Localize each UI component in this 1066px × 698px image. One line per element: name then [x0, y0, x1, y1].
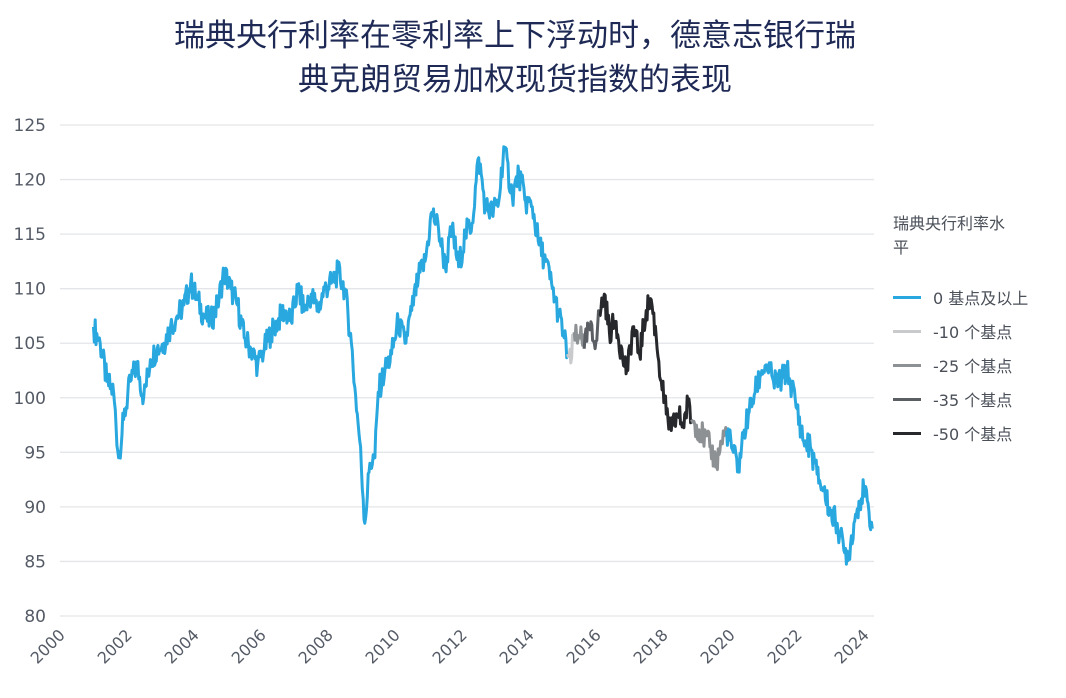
y-tick-label: 105: [14, 334, 46, 354]
legend-item-minus10bp: -10 个基点: [893, 314, 1063, 348]
x-axis-ticks: 2000 2002 2004 2006 2008 2010 2012 2014 2016 2018…: [27, 625, 873, 667]
x-tick-label: 2024: [831, 625, 873, 667]
x-tick-label: 2002: [94, 625, 136, 667]
x-tick-label: 2010: [362, 625, 404, 667]
legend-swatch-minus50bp: [893, 431, 921, 435]
series-line-0: [92, 145, 569, 525]
y-tick-label: 100: [14, 389, 46, 409]
y-tick-label: 110: [14, 280, 46, 300]
series-line-5: [690, 418, 729, 472]
gridlines: [60, 124, 874, 617]
legend-item-minus35bp: -35 个基点: [893, 382, 1063, 416]
x-tick-label: 2014: [496, 625, 538, 667]
legend-item-minus25bp: -25 个基点: [893, 348, 1063, 382]
chart-title: 瑞典央行利率在零利率上下浮动时，德意志银行瑞 典克朗贸易加权现货指数的表现: [80, 14, 950, 102]
legend-item-minus50bp: -50 个基点: [893, 416, 1063, 450]
legend-swatch-minus25bp: [893, 363, 921, 367]
series-line-3: [582, 309, 601, 351]
x-tick-label: 2004: [161, 625, 203, 667]
x-tick-label: 2018: [630, 625, 672, 667]
legend-label-minus50bp: -50 个基点: [933, 425, 1013, 444]
y-tick-label: 95: [24, 443, 46, 463]
x-tick-label: 2012: [429, 625, 471, 667]
legend-label-minus25bp: -25 个基点: [933, 357, 1013, 376]
y-tick-label: 125: [14, 116, 46, 136]
chart-title-line-1: 瑞典央行利率在零利率上下浮动时，德意志银行瑞: [174, 18, 856, 54]
series-line-6: [725, 359, 874, 566]
x-tick-label: 2006: [228, 625, 270, 667]
y-tick-label: 85: [24, 552, 46, 572]
x-tick-label: 2022: [764, 625, 806, 667]
series-line-4: [598, 292, 693, 432]
legend-label-0bp: 0 基点及以上: [933, 289, 1029, 308]
legend: 瑞典央行利率水平 0 基点及以上 -10 个基点 -25 个基点 -35 个基点…: [893, 212, 1063, 450]
legend-swatch-minus10bp: [893, 329, 921, 333]
y-tick-label: 120: [14, 171, 46, 191]
x-tick-label: 2016: [563, 625, 605, 667]
legend-title: 瑞典央行利率水平: [893, 214, 1006, 257]
legend-label-minus35bp: -35 个基点: [933, 391, 1013, 410]
legend-item-0bp: 0 基点及以上: [893, 280, 1063, 314]
y-tick-label: 80: [24, 607, 46, 627]
x-tick-label: 2008: [295, 625, 337, 667]
y-tick-label: 90: [24, 498, 46, 518]
y-axis-ticks: 80 85 90 95 100 105 110 115 120 125: [14, 116, 46, 627]
series-lines: [92, 145, 874, 566]
legend-label-minus10bp: -10 个基点: [933, 323, 1013, 342]
chart-title-line-2: 典克朗贸易加权现货指数的表现: [298, 62, 732, 98]
series-line-1: [566, 332, 576, 365]
x-tick-label: 2000: [27, 625, 69, 667]
series-line-2: [572, 323, 586, 349]
legend-swatch-0bp: [893, 295, 921, 299]
x-tick-label: 2020: [697, 625, 739, 667]
y-tick-label: 115: [14, 225, 46, 245]
legend-swatch-minus35bp: [893, 397, 921, 401]
